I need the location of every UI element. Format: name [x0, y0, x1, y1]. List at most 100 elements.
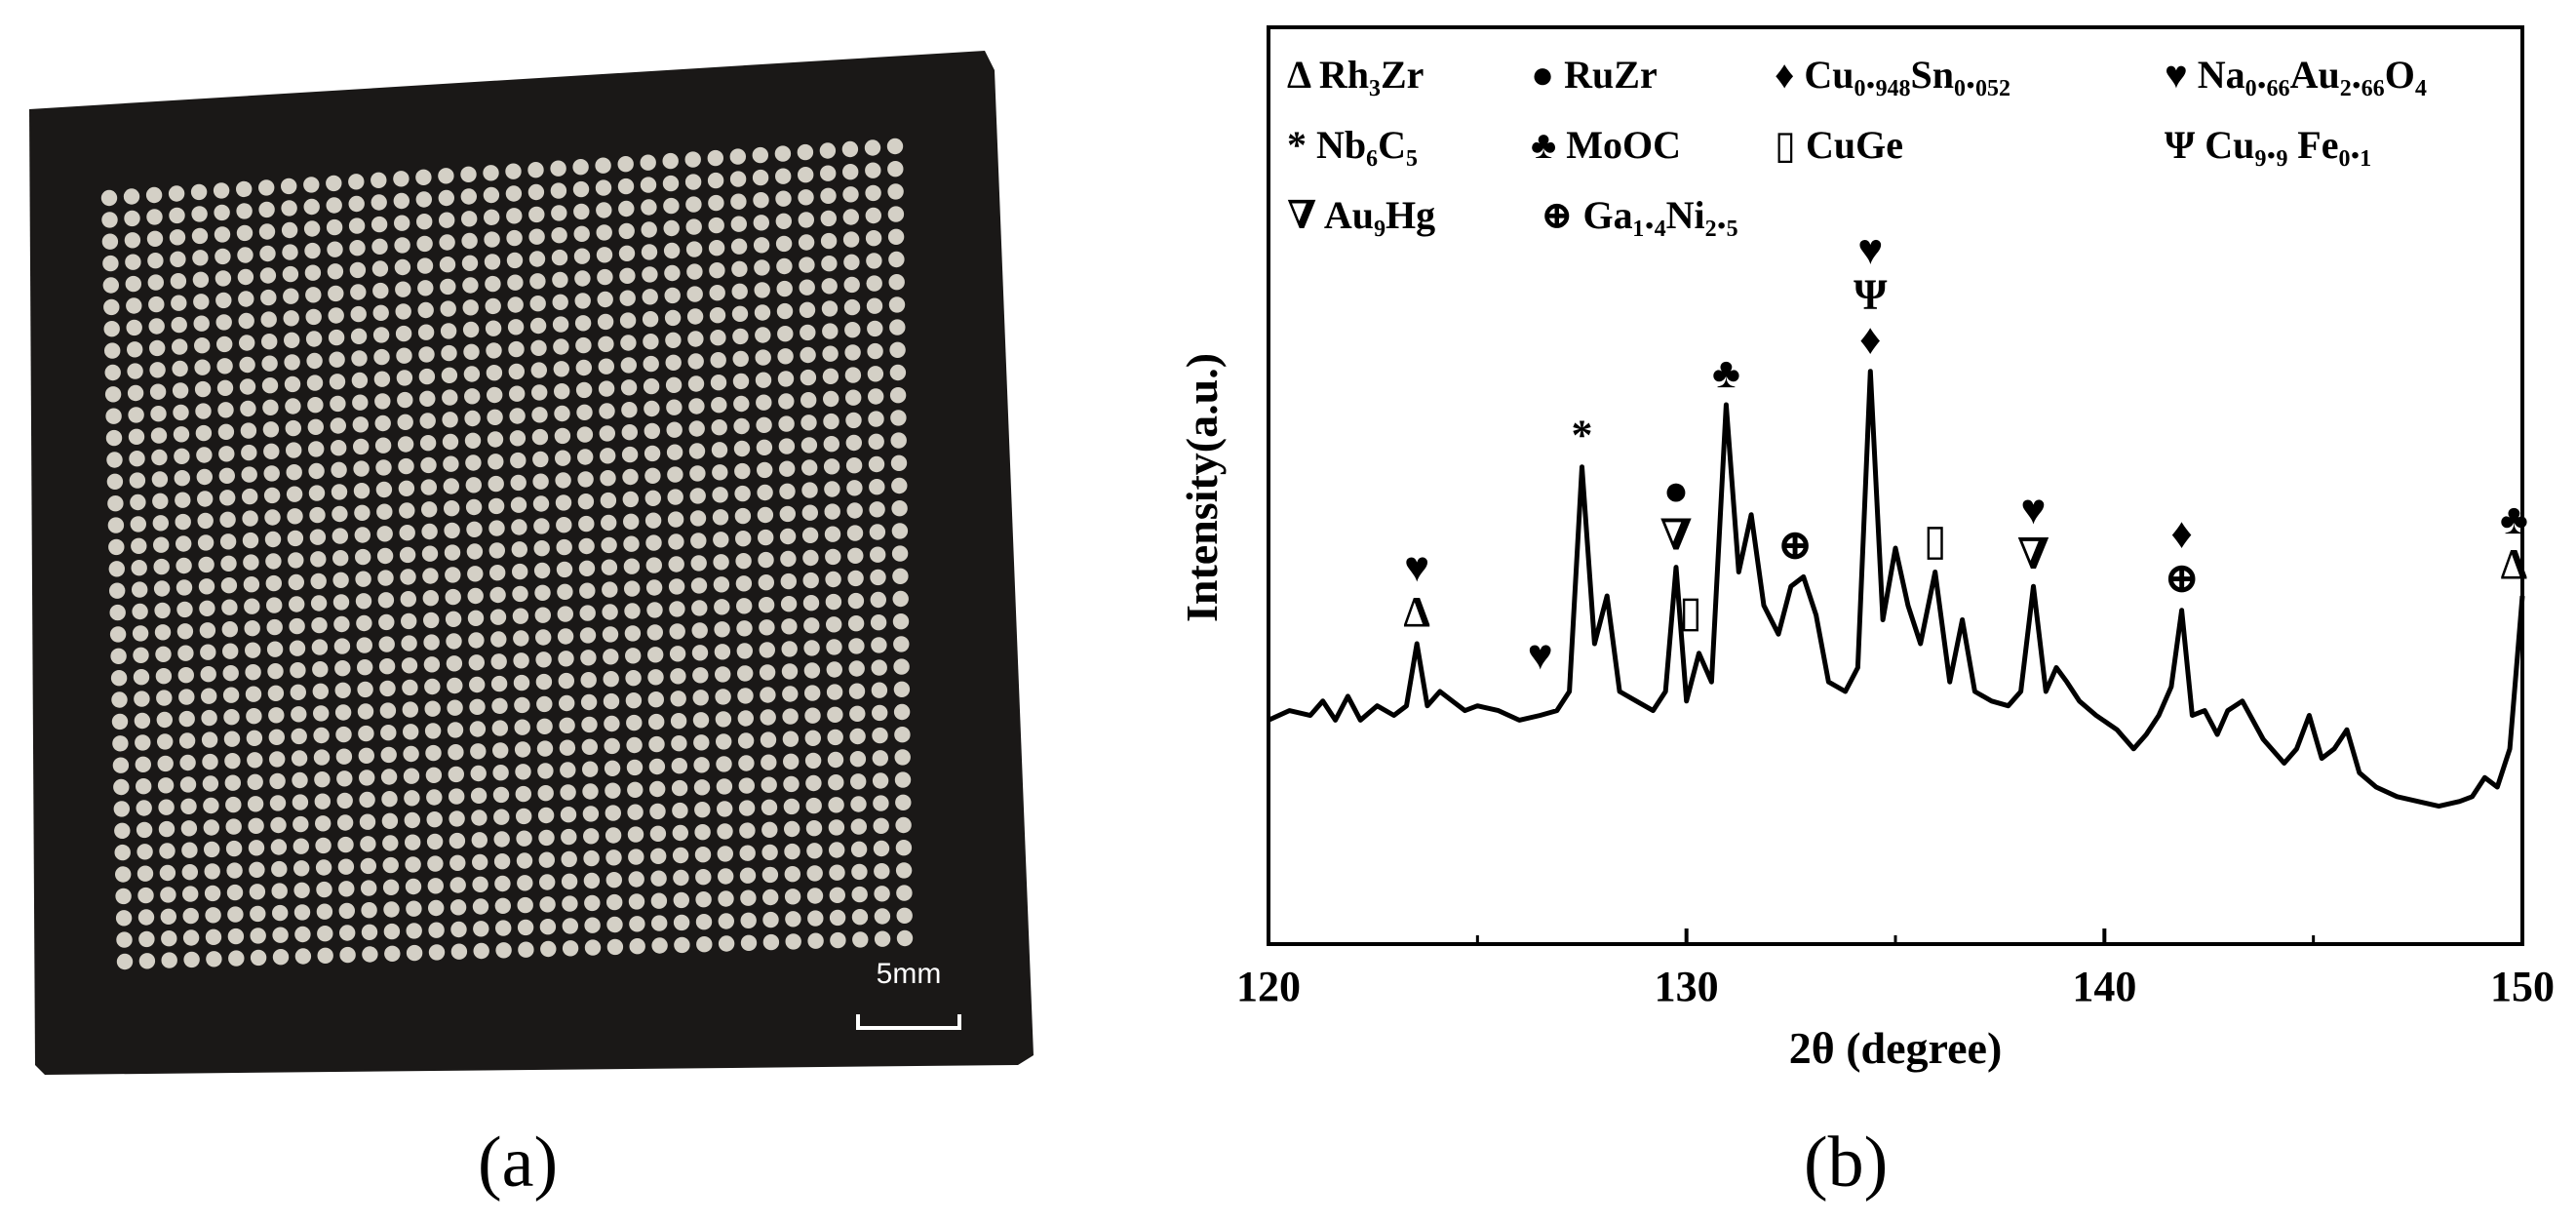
- solder-ball: [625, 648, 642, 664]
- solder-ball: [829, 909, 846, 927]
- solder-ball: [215, 248, 231, 265]
- solder-ball: [707, 172, 724, 189]
- solder-ball: [869, 501, 885, 518]
- solder-ball: [761, 866, 779, 884]
- solder-ball: [627, 781, 644, 798]
- solder-ball: [852, 931, 869, 948]
- solder-ball: [113, 778, 130, 796]
- solder-ball: [484, 209, 500, 225]
- solder-ball: [553, 338, 569, 355]
- solder-ball: [893, 703, 911, 721]
- solder-ball: [216, 336, 233, 353]
- solder-ball: [690, 577, 708, 594]
- solder-ball: [598, 380, 615, 397]
- solder-ball: [217, 423, 235, 440]
- solder-ball: [176, 601, 193, 618]
- solder-ball: [732, 328, 749, 345]
- solder-ball: [688, 398, 705, 415]
- solder-ball: [825, 571, 841, 588]
- solder-ball: [372, 304, 389, 321]
- solder-ball: [262, 399, 279, 415]
- solder-ball: [353, 438, 370, 455]
- solder-ball: [356, 637, 372, 653]
- solder-ball: [460, 188, 477, 205]
- solder-ball: [377, 570, 394, 586]
- solder-ball: [398, 480, 415, 496]
- solder-ball: [538, 851, 555, 868]
- solder-ball: [201, 688, 217, 704]
- solder-ball: [510, 496, 527, 513]
- solder-ball: [868, 388, 884, 405]
- solder-ball: [404, 790, 420, 807]
- solder-ball: [667, 489, 683, 505]
- solder-ball: [800, 346, 816, 364]
- solder-ball: [645, 557, 662, 573]
- solder-ball: [843, 254, 860, 270]
- solder-ball: [136, 821, 153, 839]
- peak-symbol: ♥: [1857, 226, 1883, 274]
- solder-ball: [887, 161, 904, 178]
- solder-ball: [493, 831, 510, 848]
- solder-ball: [757, 506, 774, 524]
- solder-ball: [443, 455, 459, 472]
- solder-ball: [691, 645, 709, 661]
- solder-ball: [197, 534, 215, 551]
- solder-ball: [736, 643, 753, 659]
- solder-ball: [361, 924, 378, 940]
- solder-ball: [418, 368, 436, 385]
- solder-ball: [597, 313, 614, 331]
- solder-ball: [755, 327, 771, 343]
- solder-ball: [439, 234, 455, 251]
- solder-ball: [826, 661, 842, 678]
- solder-ball: [828, 819, 845, 836]
- solder-ball: [156, 690, 173, 706]
- solder-ball: [896, 885, 913, 901]
- solder-ball: [239, 378, 256, 395]
- solder-ball: [821, 256, 838, 272]
- solder-ball: [422, 568, 439, 584]
- solder-ball: [290, 684, 306, 700]
- solder-ball: [740, 889, 757, 906]
- solder-ball: [269, 795, 287, 811]
- solder-ball: [334, 660, 351, 677]
- solder-ball: [449, 788, 465, 805]
- solder-ball: [822, 368, 839, 384]
- solder-ball: [576, 426, 594, 443]
- solder-ball: [423, 634, 440, 651]
- solder-ball: [418, 346, 435, 363]
- solder-ball: [348, 174, 365, 190]
- solder-ball: [379, 702, 397, 719]
- solder-ball: [393, 192, 410, 210]
- solder-ball: [127, 363, 143, 379]
- solder-ball: [135, 734, 151, 751]
- solder-ball: [171, 316, 187, 334]
- solder-ball: [472, 853, 488, 871]
- solder-ball: [729, 171, 747, 187]
- solder-ball: [827, 706, 843, 723]
- solder-ball: [495, 920, 512, 936]
- solder-ball: [603, 692, 620, 710]
- solder-ball: [357, 659, 373, 676]
- solder-ball: [868, 433, 884, 450]
- solder-ball: [893, 636, 910, 652]
- solder-ball: [895, 794, 912, 810]
- solder-ball: [830, 931, 846, 949]
- solder-ball: [293, 815, 309, 833]
- solder-ball: [310, 595, 328, 612]
- solder-ball: [646, 602, 663, 618]
- solder-ball: [240, 422, 257, 439]
- solder-ball: [820, 232, 838, 250]
- solder-ball: [153, 536, 170, 553]
- solder-ball: [718, 868, 734, 885]
- solder-ball: [216, 379, 234, 396]
- solder-ball: [176, 535, 192, 552]
- solder-ball: [359, 770, 375, 786]
- solder-ball: [194, 359, 211, 375]
- solder-ball: [419, 435, 437, 452]
- solder-ball: [132, 603, 148, 620]
- solder-ball: [887, 183, 904, 200]
- solder-ball: [263, 465, 280, 482]
- solder-ball: [110, 648, 127, 664]
- solder-ball: [842, 164, 859, 180]
- solder-ball: [376, 526, 393, 542]
